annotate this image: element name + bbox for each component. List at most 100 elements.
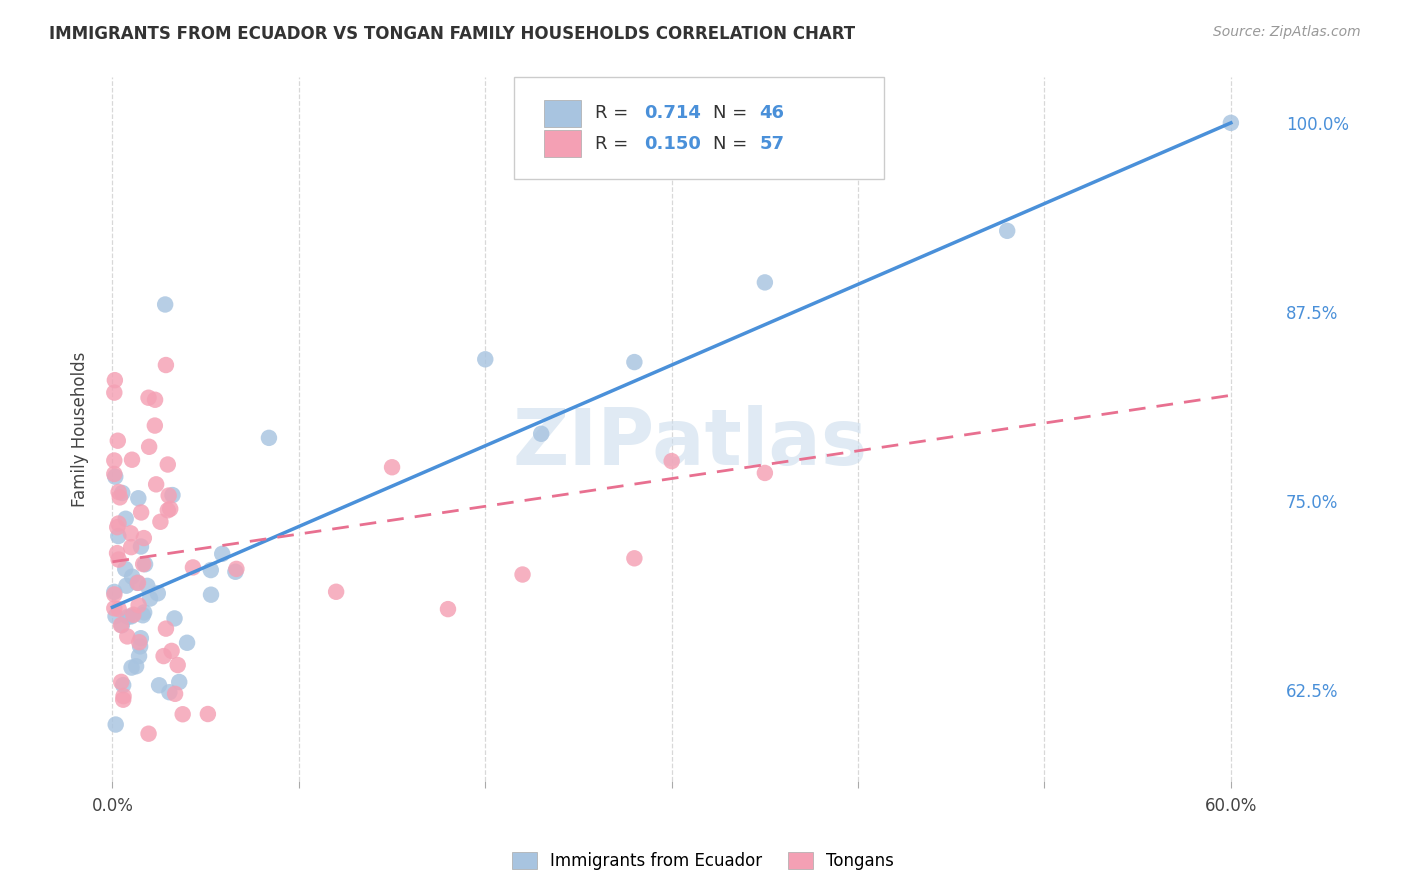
Point: [165, 687, 187, 701]
Point: [145, 477, 167, 491]
Point: [127, 575, 149, 590]
Point: [129, 640, 152, 654]
Point: [121, 660, 143, 674]
Point: [104, 717, 127, 731]
Point: [995, 224, 1018, 238]
Point: [146, 586, 169, 600]
Point: [661, 454, 683, 468]
Point: [129, 506, 152, 520]
Point: [157, 489, 180, 503]
Point: [105, 546, 128, 560]
Point: [153, 297, 176, 311]
Point: [152, 649, 174, 664]
Point: [121, 569, 143, 583]
Point: [512, 567, 534, 582]
FancyBboxPatch shape: [544, 130, 581, 157]
Point: [176, 636, 198, 650]
Point: [111, 486, 134, 500]
FancyBboxPatch shape: [544, 100, 581, 127]
Point: [143, 392, 166, 407]
Text: N =: N =: [713, 104, 752, 122]
Point: [166, 658, 188, 673]
Text: IMMIGRANTS FROM ECUADOR VS TONGAN FAMILY HOUSEHOLDS CORRELATION CHART: IMMIGRANTS FROM ECUADOR VS TONGAN FAMILY…: [49, 25, 855, 43]
Point: [623, 551, 645, 566]
Point: [107, 529, 129, 543]
Point: [155, 358, 177, 372]
Point: [104, 609, 127, 624]
FancyBboxPatch shape: [515, 78, 884, 179]
Point: [120, 526, 142, 541]
Point: [139, 591, 162, 606]
Point: [211, 547, 233, 561]
Point: [181, 560, 204, 574]
Point: [105, 520, 128, 534]
Point: [103, 385, 125, 400]
Point: [114, 512, 136, 526]
Point: [138, 727, 160, 741]
Point: [120, 609, 142, 624]
Point: [127, 491, 149, 506]
Point: [110, 674, 132, 689]
Point: [103, 601, 125, 615]
Point: [103, 587, 125, 601]
Point: [104, 469, 127, 483]
Point: [110, 618, 132, 632]
Point: [623, 355, 645, 369]
Point: [754, 466, 776, 480]
Point: [200, 563, 222, 577]
Point: [200, 588, 222, 602]
Text: R =: R =: [595, 135, 634, 153]
Point: [157, 685, 180, 699]
Point: [121, 452, 143, 467]
Point: [257, 431, 280, 445]
Point: [128, 635, 150, 649]
Point: [163, 611, 186, 625]
Point: [128, 599, 150, 613]
Text: 46: 46: [759, 104, 785, 122]
Point: [474, 352, 496, 367]
Point: [225, 562, 247, 576]
Point: [754, 276, 776, 290]
Point: [128, 649, 150, 664]
Point: [117, 609, 139, 624]
Text: 0.150: 0.150: [644, 135, 702, 153]
Point: [134, 558, 156, 572]
Point: [112, 692, 135, 706]
Point: [132, 531, 155, 545]
Point: [172, 707, 194, 722]
Point: [111, 618, 134, 632]
Text: R =: R =: [595, 104, 634, 122]
Text: ZIPatlas: ZIPatlas: [513, 406, 868, 482]
Point: [530, 426, 553, 441]
Point: [122, 607, 145, 622]
Text: 0.714: 0.714: [644, 104, 702, 122]
Text: 57: 57: [759, 135, 785, 153]
Point: [159, 501, 181, 516]
Point: [112, 678, 135, 692]
Point: [103, 585, 125, 599]
Text: Source: ZipAtlas.com: Source: ZipAtlas.com: [1213, 25, 1361, 39]
Point: [125, 659, 148, 673]
Point: [103, 467, 125, 481]
Point: [129, 631, 152, 645]
Point: [104, 373, 127, 387]
Point: [325, 584, 347, 599]
Point: [112, 689, 135, 703]
Point: [167, 675, 190, 690]
Point: [107, 552, 129, 566]
Point: [160, 644, 183, 658]
Point: [129, 540, 152, 554]
Point: [155, 622, 177, 636]
Point: [437, 602, 460, 616]
Point: [134, 606, 156, 620]
Point: [381, 460, 404, 475]
Point: [162, 488, 184, 502]
Point: [138, 391, 160, 405]
Point: [197, 706, 219, 721]
Point: [143, 418, 166, 433]
Point: [107, 434, 129, 448]
Legend: Immigrants from Ecuador, Tongans: Immigrants from Ecuador, Tongans: [506, 845, 900, 877]
Point: [120, 540, 142, 554]
Point: [224, 565, 246, 579]
Point: [114, 562, 136, 576]
